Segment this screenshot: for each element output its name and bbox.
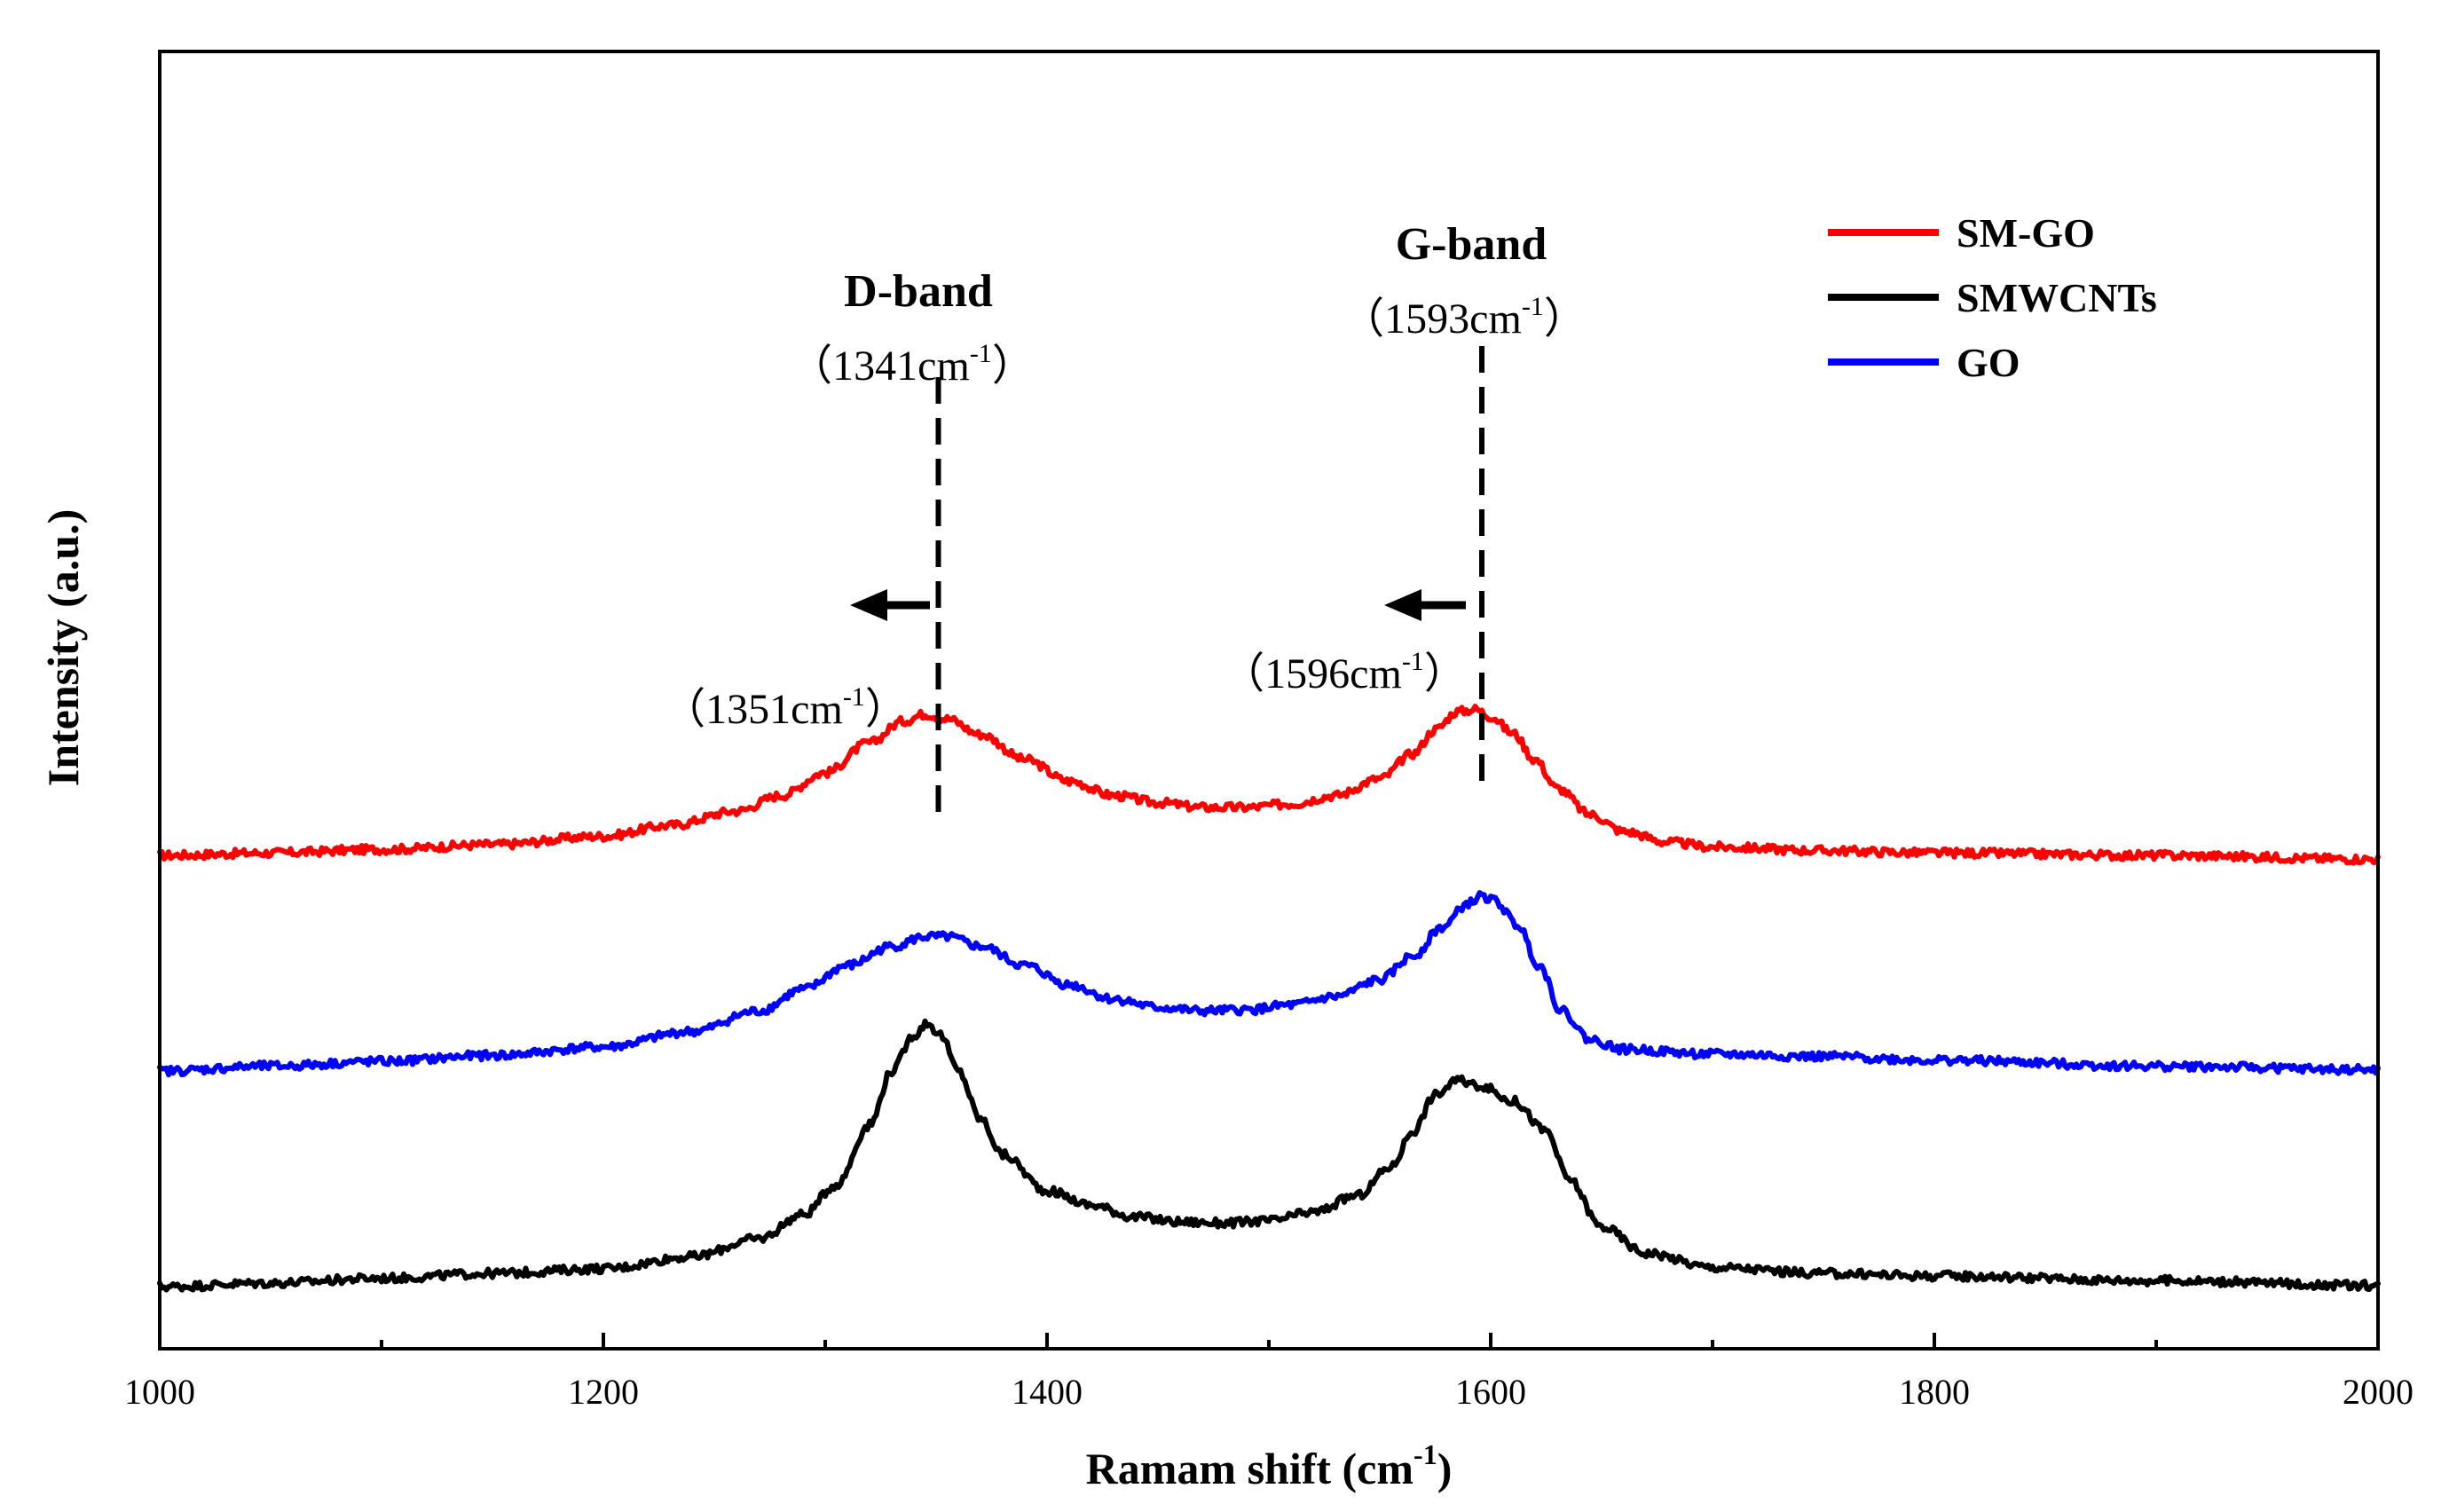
d-band-title: D-band — [844, 266, 993, 317]
x-tick-label: 1600 — [1455, 1372, 1526, 1412]
g-band-shift-arrow — [1384, 589, 1466, 621]
y-axis-title: Intensity (a.u.) — [38, 509, 88, 787]
series-line-smwcnts — [157, 1018, 2381, 1293]
x-tick-label: 1000 — [124, 1372, 195, 1412]
d-band-upper-text: （1341cm — [790, 343, 970, 390]
g-band-upper-close: ） — [1544, 295, 1587, 343]
tick-layer: 1000 1200 1400 1600 1800 2000 — [124, 1333, 2414, 1412]
g-band-lower-label: （1596cm-1） — [1222, 647, 1467, 697]
legend-label-go: GO — [1957, 340, 2020, 385]
x-axis-title: Ramam shift (cm-1) — [1086, 1438, 1453, 1493]
x-axis-title-text: Ramam shift (cm — [1086, 1444, 1413, 1493]
g-band-title: G-band — [1396, 219, 1547, 270]
g-band-lower-sup: -1 — [1402, 647, 1424, 676]
x-tick-label: 1800 — [1899, 1372, 1970, 1412]
g-band-upper-text: （1593cm — [1342, 295, 1522, 343]
x-tick-label: 1200 — [568, 1372, 639, 1412]
legend-label-sm-go: SM-GO — [1957, 210, 2095, 256]
d-band-lower-close: ） — [865, 686, 908, 733]
legend-label-smwcnts: SMWCNTs — [1957, 275, 2157, 320]
g-band-upper-sup: -1 — [1522, 292, 1544, 321]
g-band-upper-label: （1593cm-1） — [1342, 292, 1587, 343]
d-band-upper-sup: -1 — [970, 339, 992, 368]
g-band-lower-close: ） — [1424, 650, 1467, 697]
x-axis-title-close: ) — [1437, 1444, 1453, 1493]
x-axis-title-sup: -1 — [1413, 1438, 1437, 1470]
plot-frame — [158, 50, 2380, 1351]
d-band-lower-sup: -1 — [843, 682, 865, 712]
d-band-shift-arrow — [850, 589, 930, 621]
series-line-sm-go — [157, 704, 2381, 866]
series-layer — [157, 704, 2381, 1293]
d-band-upper-label: （1341cm-1） — [790, 339, 1035, 390]
d-band-lower-text: （1351cm — [663, 686, 843, 733]
series-line-go — [157, 890, 2381, 1078]
x-tick-label: 2000 — [2343, 1372, 2414, 1412]
d-band-upper-close: ） — [992, 343, 1035, 390]
d-band-lower-label: （1351cm-1） — [663, 682, 908, 733]
g-band-lower-text: （1596cm — [1222, 650, 1402, 697]
x-tick-label: 1400 — [1012, 1372, 1083, 1412]
legend: SM-GO SMWCNTs GO — [1828, 210, 2157, 385]
